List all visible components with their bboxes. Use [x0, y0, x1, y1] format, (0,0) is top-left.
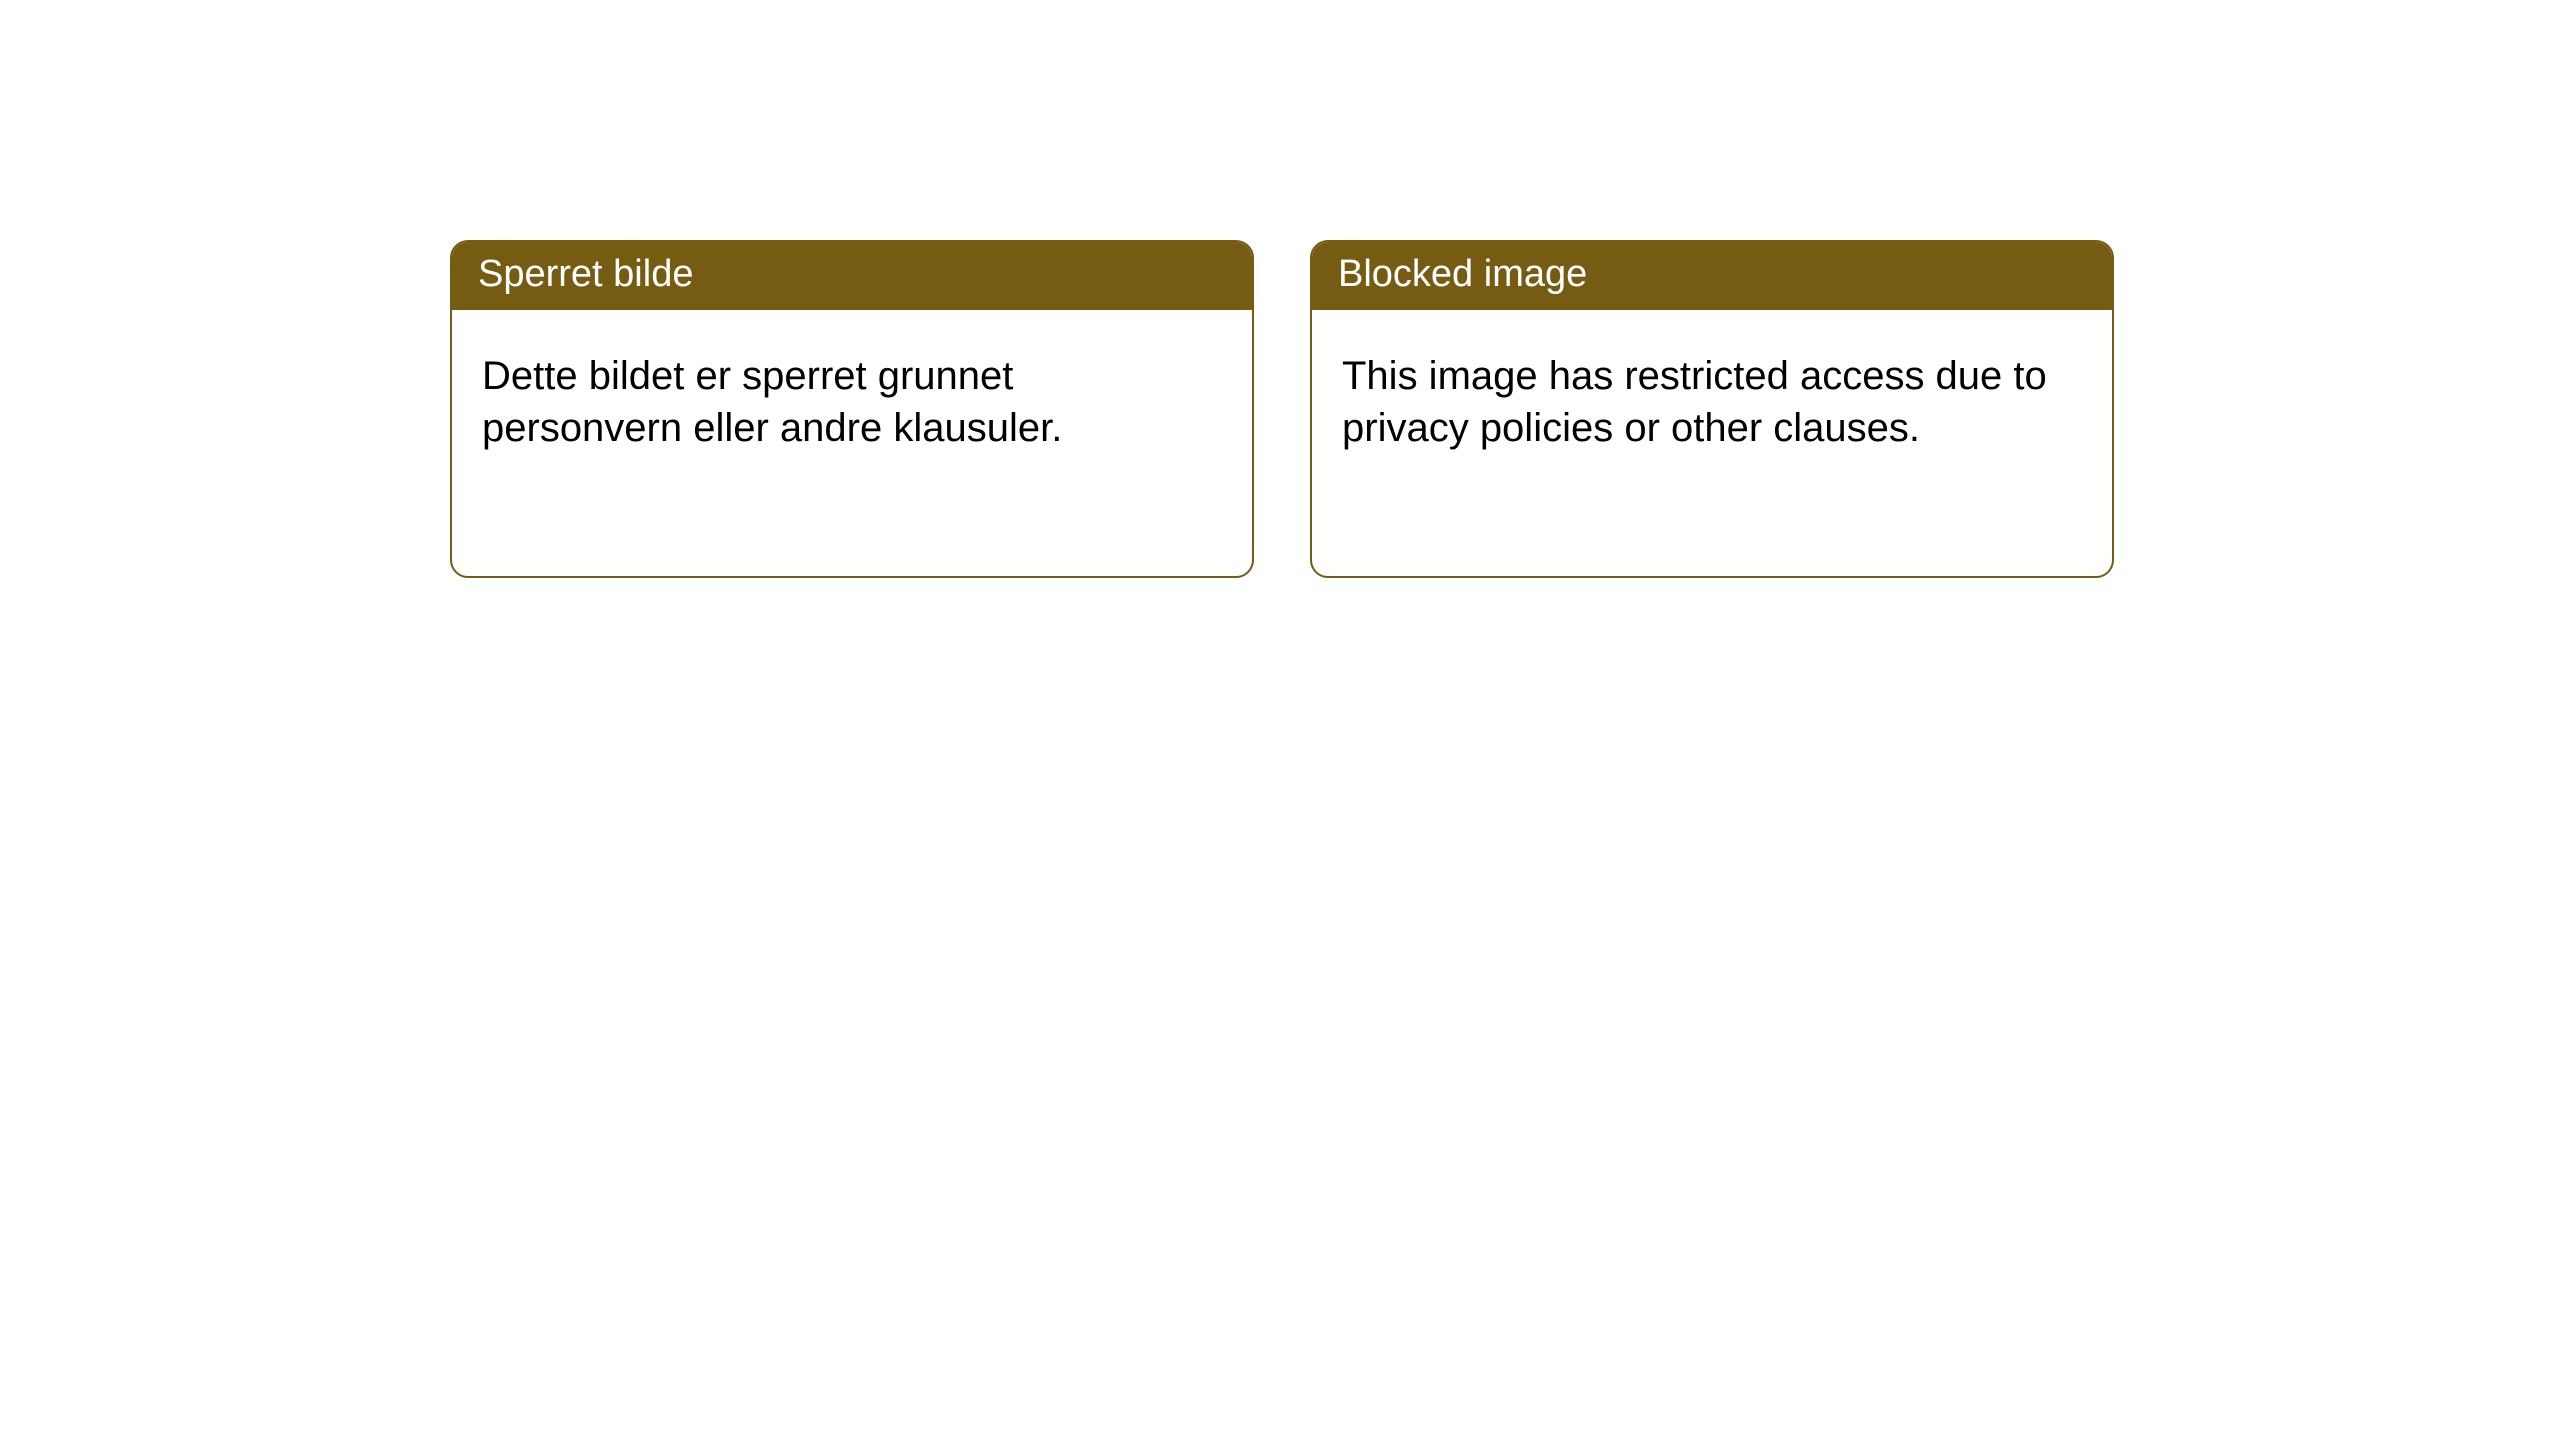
card-body-no: Dette bildet er sperret grunnet personve… — [452, 310, 1252, 484]
notice-container: Sperret bilde Dette bildet er sperret gr… — [0, 0, 2560, 578]
card-body-en: This image has restricted access due to … — [1312, 310, 2112, 484]
card-title-no: Sperret bilde — [452, 242, 1252, 310]
card-title-en: Blocked image — [1312, 242, 2112, 310]
blocked-notice-card-en: Blocked image This image has restricted … — [1310, 240, 2114, 578]
blocked-notice-card-no: Sperret bilde Dette bildet er sperret gr… — [450, 240, 1254, 578]
